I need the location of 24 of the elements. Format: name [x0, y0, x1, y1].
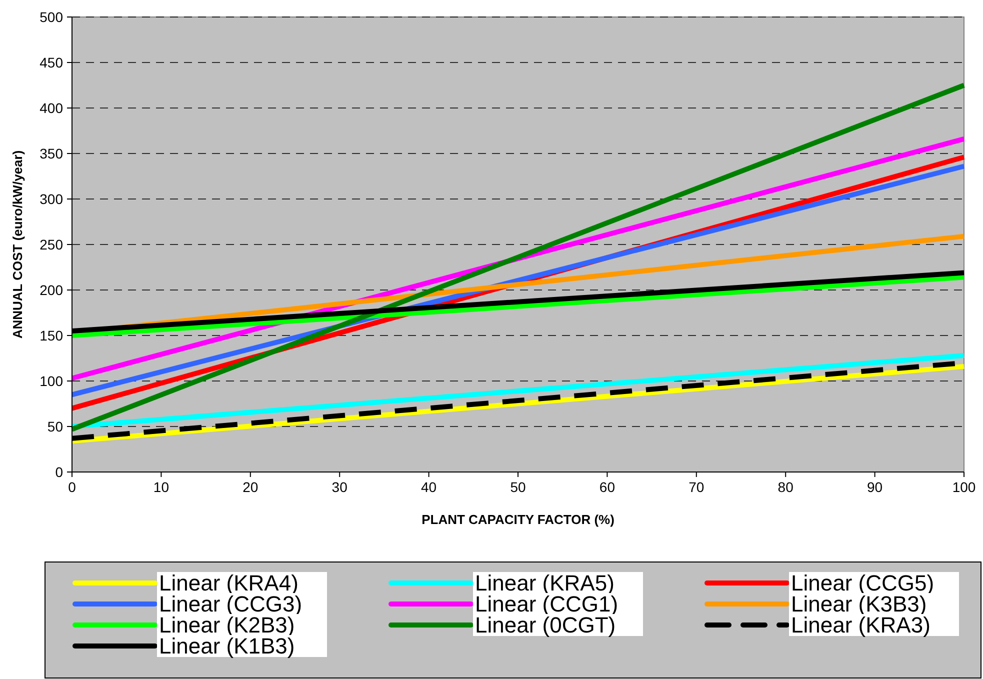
x-tick-label: 0 — [68, 479, 76, 495]
y-tick-label: 250 — [40, 236, 64, 252]
y-tick-label: 450 — [40, 54, 64, 70]
x-tick-label: 40 — [421, 479, 437, 495]
y-tick-label: 200 — [40, 282, 64, 298]
x-axis-title: PLANT CAPACITY FACTOR (%) — [422, 512, 614, 527]
y-tick-label: 350 — [40, 145, 64, 162]
y-tick-label: 300 — [40, 190, 64, 207]
y-tick-label: 500 — [40, 8, 64, 25]
y-tick-label: 50 — [47, 418, 64, 434]
y-tick-label: 0 — [55, 464, 64, 480]
x-tick-label: 60 — [599, 479, 616, 495]
y-tick-label: 100 — [40, 372, 64, 389]
x-tick-label: 80 — [778, 479, 794, 495]
x-tick-label: 20 — [242, 479, 258, 495]
y-axis-title: ANNUAL COST (euro/kW/year) — [10, 150, 25, 339]
x-tick-label: 70 — [688, 479, 704, 495]
x-tick-label: 10 — [153, 479, 170, 495]
y-tick-label: 150 — [40, 327, 64, 344]
x-tick-label: 100 — [952, 479, 976, 495]
x-tick-label: 30 — [332, 479, 348, 495]
x-tick-label: 50 — [510, 479, 526, 495]
x-tick-label: 90 — [867, 479, 883, 495]
y-tick-label: 400 — [40, 100, 64, 116]
